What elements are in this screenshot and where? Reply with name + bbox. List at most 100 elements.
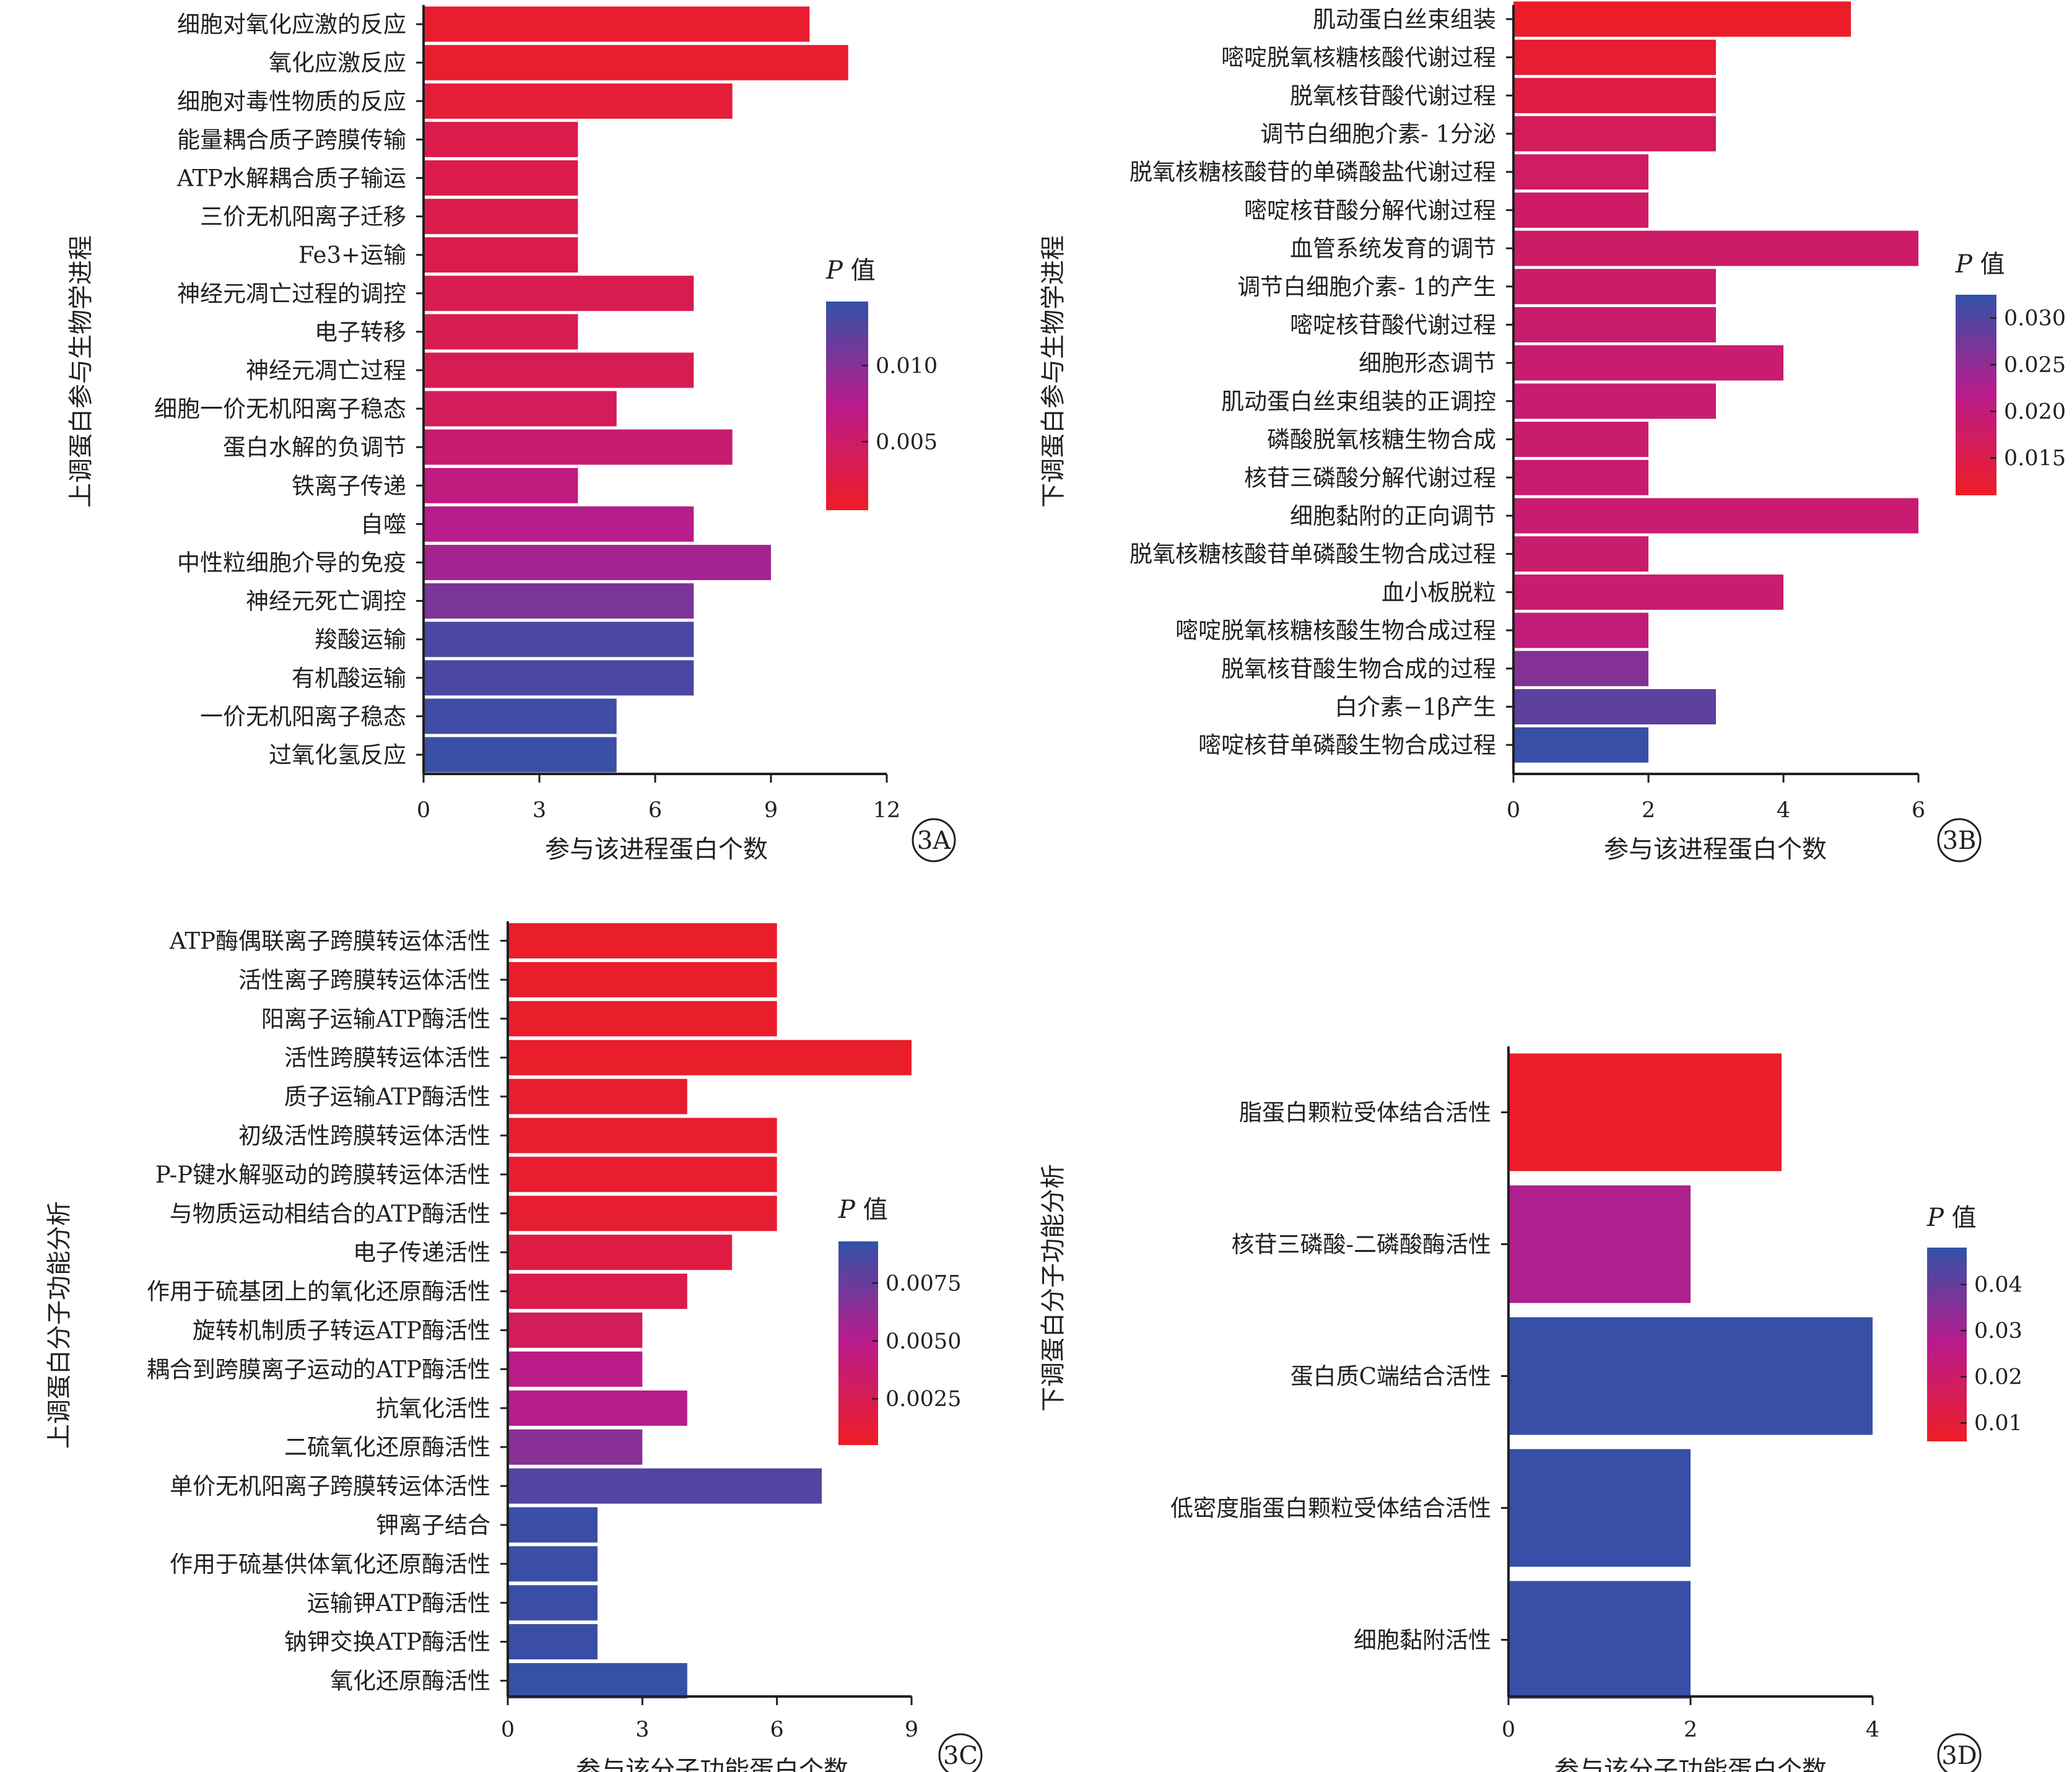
bar (508, 1118, 777, 1153)
bar (508, 1507, 598, 1543)
x-axis-title: 参与该进程蛋白个数 (545, 835, 768, 864)
category-label: 氧化还原酶活性 (330, 1668, 490, 1695)
colorbar-tick-label: 0.0025 (886, 1387, 961, 1412)
colorbar-title: P 值 (838, 1196, 888, 1224)
colorbar-tick-label: 0.0075 (886, 1271, 961, 1296)
bar (508, 1274, 687, 1309)
colorbar (1956, 295, 1996, 495)
bar (1513, 689, 1716, 724)
category-label: 嘧啶核苷单磷酸生物合成过程 (1198, 732, 1496, 758)
bar (508, 1390, 687, 1426)
category-label: 三价无机阳离子迁移 (200, 204, 406, 230)
bar (508, 1235, 733, 1270)
x-axis-title: 参与该分子功能蛋白个数 (1554, 1756, 1827, 1772)
colorbar-tick-label: 0.03 (1974, 1319, 2022, 1344)
category-label: Fe3+运输 (298, 242, 406, 269)
colorbar-tick-label: 0.02 (1974, 1365, 2022, 1390)
category-label: 调节白细胞介素- 1的产生 (1237, 274, 1496, 300)
category-label: 核苷三磷酸分解代谢过程 (1244, 464, 1496, 491)
bar (424, 698, 617, 734)
category-label: 神经元凋亡过程 (246, 357, 406, 384)
bar (1513, 40, 1716, 76)
bar (424, 199, 578, 235)
category-label: 运输钾ATP酶活性 (307, 1590, 490, 1617)
x-tick-label: 3 (533, 798, 546, 823)
bar (1508, 1185, 1691, 1303)
category-label: 耦合到跨膜离子运动的ATP酶活性 (147, 1356, 490, 1383)
category-label: 神经元死亡调控 (246, 588, 406, 615)
bar (1513, 422, 1648, 458)
bar (1513, 307, 1716, 342)
category-label: 细胞一价无机阳离子稳态 (154, 396, 406, 422)
category-label: ATP酶偶联离子跨膜转运体活性 (169, 927, 490, 954)
bar (508, 1196, 777, 1231)
category-label: 神经元凋亡过程的调控 (177, 280, 406, 307)
bar (424, 545, 771, 580)
panel-3D: 脂蛋白颗粒受体结合活性核苷三磷酸-二磷酸酶活性蛋白质C端结合活性低密度脂蛋白颗粒… (1039, 1046, 2022, 1772)
bar (424, 506, 694, 542)
svg-text:3A: 3A (917, 827, 951, 855)
bar (1513, 574, 1783, 610)
category-label: 白介素−1β产生 (1334, 693, 1496, 720)
category-label: 旋转机制质子转运ATP酶活性 (193, 1317, 490, 1344)
colorbar-tick-label: 0.04 (1974, 1273, 2022, 1298)
bar (424, 160, 578, 196)
panel-label: 3B (1937, 818, 1982, 862)
y-axis-title: 上调蛋白分子功能分析 (45, 1201, 74, 1449)
colorbar-title: P 值 (1926, 1204, 1977, 1232)
bar (1513, 612, 1648, 648)
bar (424, 660, 694, 696)
panel-3C: ATP酶偶联离子跨膜转运体活性活性离子跨膜转运体活性阳离子运输ATP酶活性活性跨… (45, 921, 983, 1772)
bar (424, 314, 578, 350)
bar (1513, 116, 1716, 152)
colorbar-tick-label: 0.030 (2004, 306, 2066, 331)
bar (424, 467, 578, 503)
bar (1513, 727, 1648, 763)
bar (1508, 1317, 1873, 1435)
category-label: 细胞形态调节 (1359, 350, 1496, 376)
svg-text:3C: 3C (943, 1742, 978, 1770)
bar (424, 83, 733, 119)
y-axis-title: 下调蛋白参与生物学进程 (1039, 235, 1068, 508)
x-tick-label: 6 (770, 1718, 784, 1742)
bar (508, 1468, 822, 1504)
category-label: 能量耦合质子跨膜传输 (177, 126, 406, 153)
category-label: 细胞对毒性物质的反应 (177, 88, 406, 115)
category-label: 与物质运动相结合的ATP酶活性 (170, 1201, 490, 1227)
category-label: ATP水解耦合质子输运 (176, 165, 406, 191)
x-tick-label: 4 (1777, 798, 1790, 823)
category-label: 氧化应激反应 (269, 50, 406, 76)
bar (1513, 1, 1851, 37)
bar (508, 1585, 598, 1621)
bar (508, 1351, 643, 1387)
y-axis-title: 下调蛋白分子功能分析 (1039, 1164, 1068, 1412)
category-label: P-P键水解驱动的跨膜转运体活性 (155, 1162, 490, 1188)
bar (1513, 498, 1918, 534)
colorbar (1927, 1248, 1967, 1441)
bar (1508, 1053, 1782, 1171)
category-label: 脱氧核糖核酸苷的单磷酸盐代谢过程 (1130, 159, 1496, 186)
bar (424, 737, 617, 773)
category-label: 脱氧核糖核酸苷单磷酸生物合成过程 (1130, 541, 1496, 568)
category-label: 中性粒细胞介导的免疫 (177, 549, 406, 576)
bar (508, 1663, 687, 1699)
colorbar-tick-label: 0.0050 (886, 1329, 961, 1354)
panel-label: 3D (1937, 1733, 1982, 1772)
category-label: 单价无机阳离子跨膜转运体活性 (170, 1473, 490, 1500)
category-label: 调节白细胞介素- 1分泌 (1260, 121, 1496, 147)
x-axis-title: 参与该进程蛋白个数 (1604, 835, 1827, 864)
colorbar-tick-label: 0.010 (876, 354, 938, 378)
category-label: 阳离子运输ATP酶活性 (261, 1005, 490, 1032)
bar (508, 1312, 643, 1348)
category-label: 蛋白水解的负调节 (223, 434, 406, 461)
category-label: 活性离子跨膜转运体活性 (238, 966, 490, 993)
bar (424, 45, 848, 80)
y-axis-title: 上调蛋白参与生物学进程 (67, 235, 95, 508)
panel-label: 3C (938, 1733, 983, 1772)
colorbar (826, 302, 868, 510)
x-tick-label: 6 (648, 798, 662, 823)
colorbar-title: P 值 (1955, 250, 2005, 279)
bar (1513, 383, 1716, 419)
